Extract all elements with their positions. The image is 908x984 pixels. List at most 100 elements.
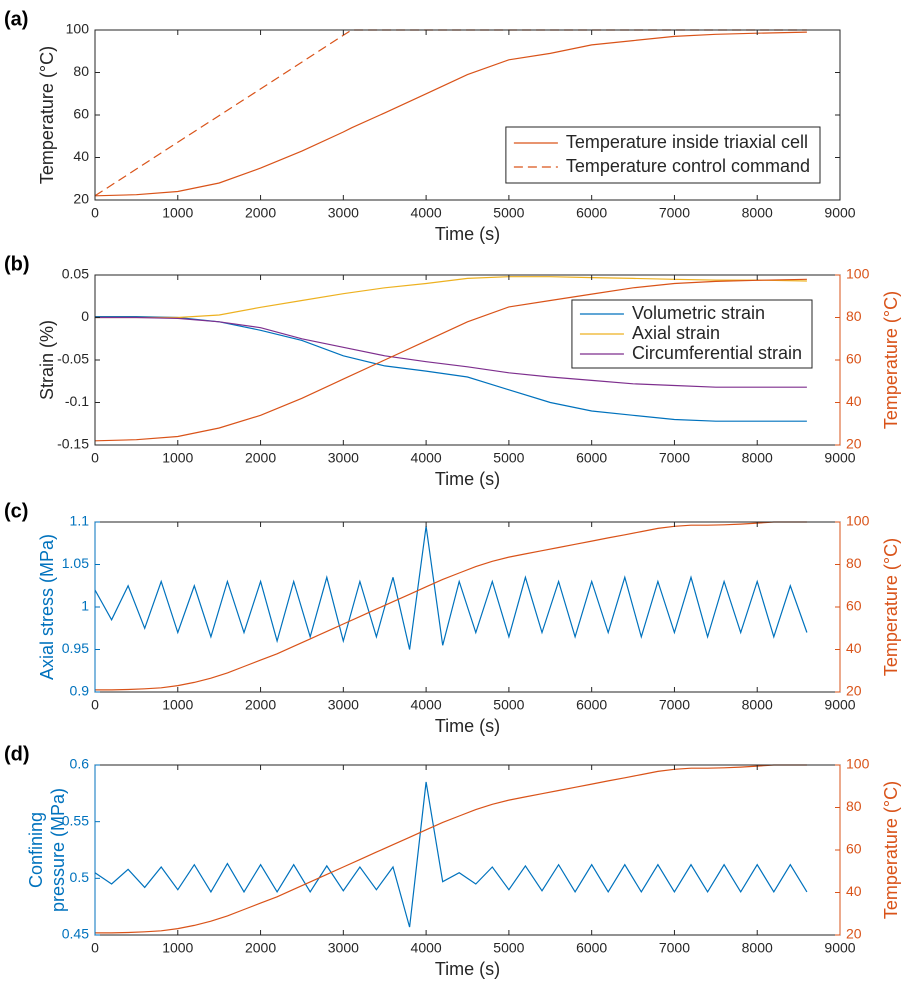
- x-tick-label: 5000: [493, 205, 524, 221]
- x-tick-label: 3000: [328, 697, 359, 713]
- x-axis-label: Time (s): [435, 224, 500, 244]
- y-tick-label: 0.95: [62, 640, 89, 656]
- y-tick-label: 0.6: [70, 756, 90, 772]
- legend: Temperature inside triaxial cell Temperat…: [505, 126, 821, 184]
- data-line: [95, 276, 807, 319]
- y-tick-label: -0.15: [57, 436, 89, 452]
- x-tick-label: 7000: [659, 940, 690, 956]
- x-tick-label: 6000: [576, 450, 607, 466]
- x-tick-label: 9000: [824, 450, 855, 466]
- y-tick-label: 1.05: [62, 555, 89, 571]
- x-tick-label: 7000: [659, 450, 690, 466]
- y-tick-label: 40: [73, 148, 89, 164]
- y-tick-label: 1.1: [70, 513, 90, 529]
- panel-label: (c): [4, 500, 28, 522]
- x-tick-label: 2000: [245, 205, 276, 221]
- y-tick-label: 20: [73, 191, 89, 207]
- y-tick-label: 0.05: [62, 266, 89, 282]
- x-tick-label: 5000: [493, 940, 524, 956]
- y2-tick-label: 20: [846, 683, 862, 699]
- x-tick-label: 5000: [493, 450, 524, 466]
- x-tick-label: 1000: [162, 940, 193, 956]
- x-tick-label: 1000: [162, 450, 193, 466]
- x-tick-label: 6000: [576, 205, 607, 221]
- y-tick-label: 60: [73, 106, 89, 122]
- y-tick-label: 0.45: [62, 926, 89, 942]
- panel-label: (d): [4, 743, 30, 765]
- x-tick-label: 7000: [659, 697, 690, 713]
- legend-label: Axial strain: [632, 323, 720, 343]
- y2-tick-label: 100: [846, 756, 870, 772]
- legend-label: Circumferential strain: [632, 343, 802, 363]
- x-tick-label: 8000: [742, 940, 773, 956]
- y-tick-label: -0.05: [57, 351, 89, 367]
- y2-tick-label: 80: [846, 555, 862, 571]
- y2-axis-label: Temperature (°C): [881, 781, 901, 919]
- x-tick-label: 3000: [328, 450, 359, 466]
- y2-tick-label: 40: [846, 883, 862, 899]
- x-tick-label: 8000: [742, 697, 773, 713]
- data-line: [94, 526, 808, 650]
- x-tick-label: 2000: [245, 450, 276, 466]
- y-tick-label: 0.5: [70, 869, 90, 885]
- legend-box: [505, 126, 821, 184]
- legend-label: Temperature inside triaxial cell: [566, 132, 808, 152]
- y2-tick-label: 80: [846, 308, 862, 324]
- y-axis-label: Temperature (°C): [37, 46, 57, 184]
- x-tick-label: 2000: [245, 940, 276, 956]
- y2-tick-label: 100: [846, 513, 870, 529]
- y2-tick-label: 40: [846, 640, 862, 656]
- x-tick-label: 3000: [328, 205, 359, 221]
- x-tick-label: 1000: [162, 697, 193, 713]
- y2-tick-label: 20: [846, 926, 862, 942]
- legend-label: Volumetric strain: [632, 303, 765, 323]
- y-axis-label: Strain (%): [37, 320, 57, 400]
- x-tick-label: 8000: [742, 205, 773, 221]
- x-tick-label: 9000: [824, 205, 855, 221]
- x-tick-label: 0: [91, 697, 99, 713]
- y-tick-label: 100: [66, 21, 90, 37]
- data-line: [94, 781, 808, 928]
- y-axis-label: Axial stress (MPa): [37, 534, 57, 680]
- data-line: [94, 278, 807, 442]
- x-tick-label: 8000: [742, 450, 773, 466]
- x-tick-label: 0: [91, 940, 99, 956]
- y-tick-label: -0.1: [65, 393, 89, 409]
- x-axis-label: Time (s): [435, 716, 500, 736]
- y2-tick-label: 20: [846, 436, 862, 452]
- y-axis-label: Confining: [26, 812, 46, 888]
- x-tick-label: 2000: [245, 697, 276, 713]
- data-line: [95, 764, 807, 934]
- data-line: [95, 316, 807, 388]
- panel-label: (a): [4, 8, 28, 30]
- x-tick-label: 9000: [824, 940, 855, 956]
- y-tick-label: 80: [73, 63, 89, 79]
- x-tick-label: 0: [91, 205, 99, 221]
- x-axis-label: Time (s): [435, 469, 500, 489]
- y-tick-label: 0: [81, 308, 89, 324]
- y2-tick-label: 80: [846, 798, 862, 814]
- panel-label: (b): [4, 253, 30, 275]
- y2-axis-label: Temperature (°C): [881, 291, 901, 429]
- y-tick-label: 0.55: [62, 812, 89, 828]
- y-tick-label: 1: [81, 598, 89, 614]
- x-axis-label: Time (s): [435, 959, 500, 979]
- x-tick-label: 4000: [411, 697, 442, 713]
- axes-box: [94, 764, 841, 936]
- data-line: [95, 521, 807, 691]
- y-tick-label: 0.9: [70, 683, 90, 699]
- x-tick-label: 4000: [411, 205, 442, 221]
- data-line: [94, 31, 807, 197]
- x-tick-label: 4000: [411, 940, 442, 956]
- x-tick-label: 6000: [576, 697, 607, 713]
- legend-label: Temperature control command: [566, 156, 810, 176]
- x-tick-label: 5000: [493, 697, 524, 713]
- y2-tick-label: 60: [846, 841, 862, 857]
- x-tick-label: 1000: [162, 205, 193, 221]
- x-tick-label: 7000: [659, 205, 690, 221]
- x-tick-label: 0: [91, 450, 99, 466]
- x-tick-label: 3000: [328, 940, 359, 956]
- x-tick-label: 6000: [576, 940, 607, 956]
